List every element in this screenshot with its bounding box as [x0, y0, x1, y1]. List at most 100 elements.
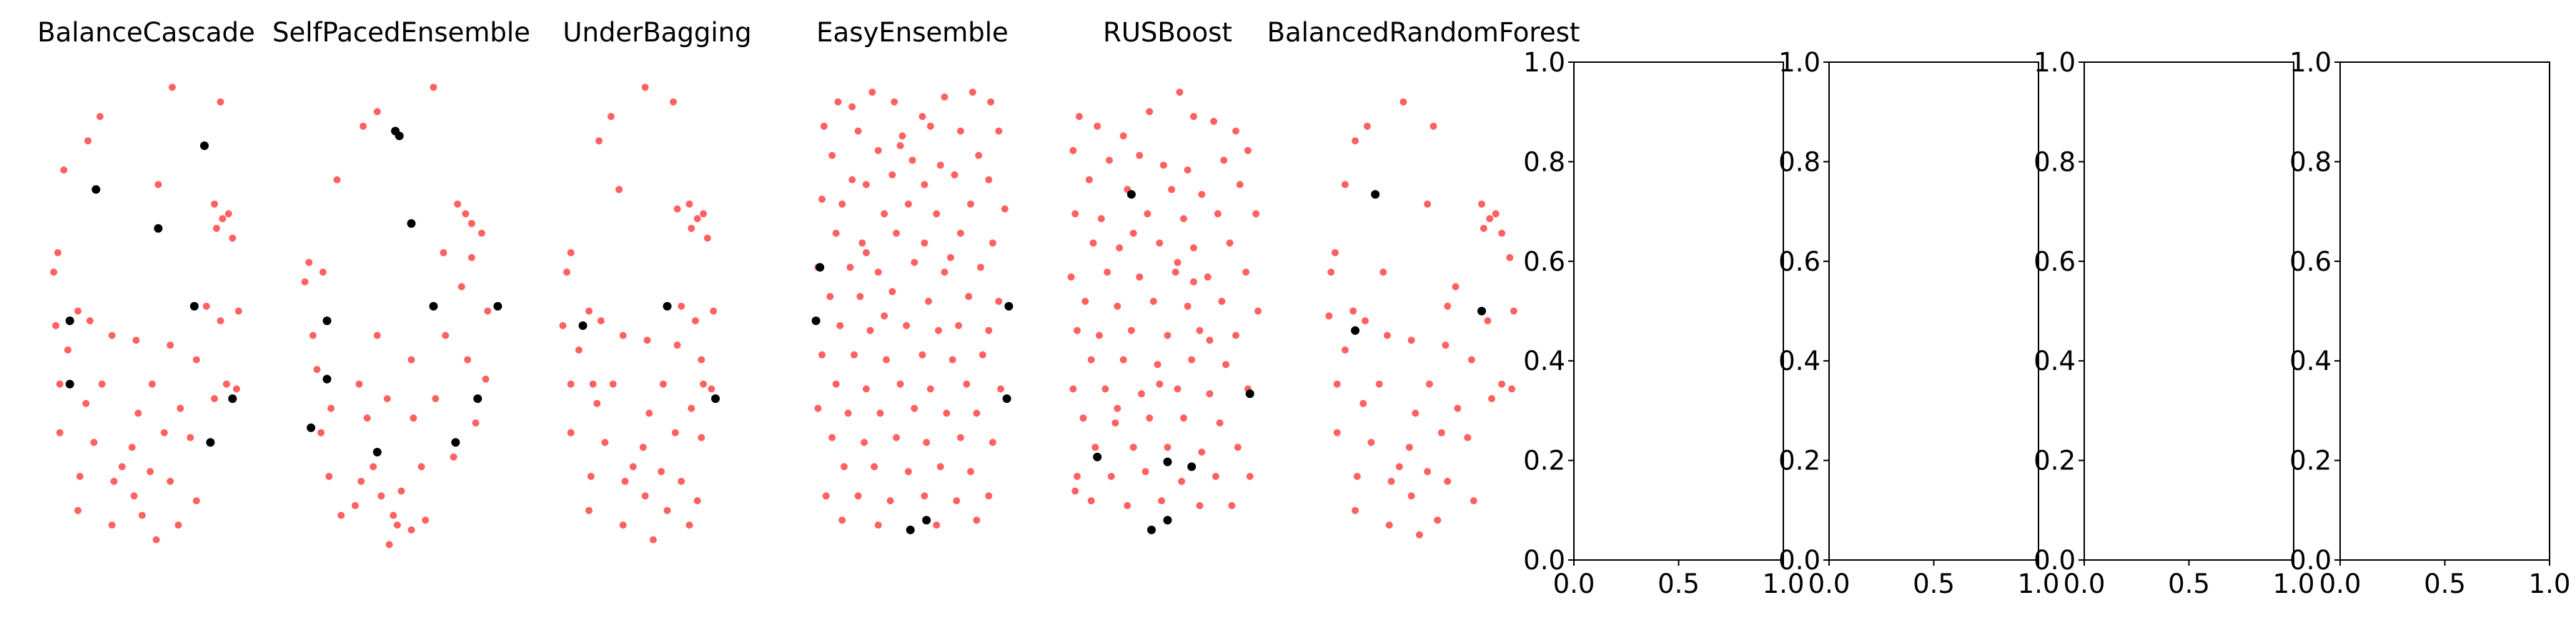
majority-point: [593, 399, 601, 407]
panel-title: UnderBagging: [563, 17, 751, 48]
majority-point: [832, 229, 840, 237]
majority-point: [1375, 380, 1383, 388]
majority-point: [407, 356, 415, 364]
majority-point: [1444, 302, 1452, 310]
majority-point: [585, 506, 593, 514]
majority-point: [698, 434, 705, 441]
majority-point: [108, 331, 116, 339]
majority-point: [1412, 409, 1420, 417]
majority-point: [585, 307, 593, 315]
majority-point: [871, 463, 878, 471]
majority-point: [1101, 385, 1109, 393]
y-tick-label: 0.4: [1778, 346, 1820, 376]
majority-point: [868, 89, 876, 96]
majority-point: [1506, 254, 1514, 261]
majority-point: [1222, 361, 1229, 369]
majority-point: [1498, 380, 1506, 388]
majority-point: [973, 409, 981, 417]
y-tick-label: 0.6: [1778, 246, 1820, 277]
majority-point: [327, 404, 335, 412]
majority-point: [943, 409, 951, 417]
majority-point: [1085, 176, 1093, 184]
majority-point: [148, 380, 156, 388]
majority-point: [357, 477, 365, 485]
majority-point: [1096, 331, 1103, 339]
majority-point: [856, 293, 864, 301]
majority-point: [708, 385, 715, 393]
majority-point: [1220, 156, 1228, 164]
majority-point: [649, 536, 657, 544]
majority-point: [1387, 477, 1395, 485]
majority-point: [1106, 156, 1113, 164]
majority-point: [1107, 473, 1115, 480]
majority-point: [1484, 317, 1492, 325]
minority-point: [307, 423, 316, 432]
majority-point: [1210, 117, 1218, 125]
x-tick-label: 0.5: [1913, 569, 1955, 599]
majority-point: [1158, 497, 1166, 505]
majority-point: [484, 307, 492, 315]
majority-point: [217, 98, 224, 106]
majority-point: [432, 395, 440, 403]
y-tick-label: 0.6: [2289, 246, 2332, 277]
majority-point: [385, 541, 393, 549]
minority-point: [493, 301, 502, 311]
minority-point: [1004, 301, 1014, 311]
majority-point: [333, 176, 341, 184]
majority-point: [973, 516, 981, 524]
majority-point: [838, 516, 846, 524]
majority-point: [645, 409, 653, 417]
majority-point: [688, 224, 695, 232]
majority-point: [147, 468, 154, 476]
majority-point: [1074, 326, 1081, 334]
majority-point: [933, 210, 941, 218]
majority-point: [160, 429, 168, 436]
majority-point: [1470, 497, 1477, 505]
majority-point: [98, 380, 106, 388]
majority-point: [851, 351, 858, 359]
majority-point: [951, 171, 958, 179]
x-tick-label: 0.0: [1553, 569, 1595, 599]
majority-point: [76, 473, 84, 480]
axes-frame: [1828, 61, 2039, 561]
majority-point: [1149, 297, 1157, 305]
majority-point: [110, 477, 118, 485]
majority-point: [457, 283, 465, 291]
majority-point: [1089, 239, 1097, 247]
majority-point: [477, 229, 485, 237]
majority-point: [1434, 516, 1442, 524]
majority-point: [229, 234, 237, 242]
axes-frame: [2339, 61, 2550, 561]
majority-point: [979, 351, 986, 359]
majority-point: [559, 321, 567, 329]
majority-point: [467, 254, 475, 261]
y-tick-label: 0.2: [1778, 446, 1820, 476]
majority-point: [1246, 473, 1254, 480]
majority-point: [1405, 444, 1413, 451]
majority-point: [670, 98, 677, 106]
majority-point: [904, 468, 912, 476]
majority-point: [1367, 439, 1375, 446]
majority-point: [74, 506, 81, 514]
majority-point: [893, 434, 900, 441]
majority-point: [1074, 473, 1081, 480]
majority-point: [319, 269, 327, 276]
majority-point: [567, 249, 575, 256]
majority-point: [826, 293, 834, 301]
majority-point: [862, 181, 870, 189]
majority-point: [1467, 356, 1475, 364]
majority-point: [700, 210, 708, 218]
majority-point: [50, 269, 58, 276]
majority-point: [1486, 215, 1494, 223]
majority-point: [908, 156, 916, 164]
majority-point: [430, 84, 437, 91]
majority-point: [921, 492, 928, 500]
x-tick-label: 1.0: [2018, 569, 2060, 599]
majority-point: [641, 84, 649, 91]
majority-point: [305, 259, 313, 266]
majority-point: [918, 351, 926, 359]
majority-point: [903, 321, 911, 329]
majority-point: [317, 429, 325, 436]
minority-point: [154, 224, 163, 233]
